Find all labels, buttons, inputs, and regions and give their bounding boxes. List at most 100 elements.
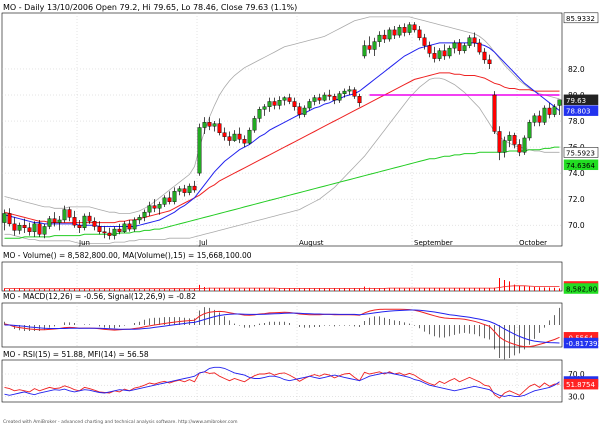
candle-body [162,197,167,205]
volume-value-label-box [563,283,599,294]
price-value-label-box [563,105,599,116]
candle-body [397,27,402,36]
candle-body [22,224,27,228]
rsi-panel-frame [1,359,563,403]
candle-body [487,59,492,64]
candle-body [182,188,187,193]
candle-body [7,213,12,225]
rsi-panel-title: MO - RSI(15) = 51.88, MFI(14) = 56.58 [3,350,149,359]
candle-body [412,24,417,31]
candle-body [417,29,422,38]
candle-body [232,133,237,141]
price-tick-label: 72.0 [568,195,585,204]
price-value-label: 79.63 [566,97,586,105]
candle-body [312,97,317,102]
candle-body [242,139,247,144]
price-tick-label: 78.0 [568,117,585,126]
candle-body [82,215,87,228]
candle-body [42,226,47,235]
candle-body [337,93,342,101]
candle-body [292,101,297,107]
candle-body [17,224,22,231]
ma-red-line [4,72,560,224]
candle-body [542,107,547,123]
candle-body [142,211,147,218]
candle-body [452,42,457,49]
candle-body [442,50,447,57]
candle-body [212,123,217,127]
macd-value-label: -0.817392 [566,340,600,348]
candle-body [427,45,432,54]
month-label: Jun [78,239,90,247]
candle-body [217,123,222,133]
price-tick-label: 82.0 [568,65,585,74]
candle-body [157,204,162,209]
price-value-label-box [563,12,599,24]
candle-body [322,94,327,101]
candle-body [97,226,102,232]
candle-body [382,34,387,40]
price-value-label: 75.5923 [566,149,595,157]
month-label: September [414,239,453,247]
footer-credit: Created with AmiBroker - advanced charti… [3,419,237,425]
candle-body [252,118,257,131]
rsi-value-label-box [563,378,599,390]
price-tick-label: 74.0 [568,169,585,178]
candle-body [207,122,212,127]
candle-body [272,101,277,106]
candle-body [447,47,452,57]
candle-body [127,223,132,230]
rsi-line [4,371,560,399]
candle-body [362,45,367,57]
candle-body [52,218,57,223]
candle-body [492,94,497,132]
ma-blue-line [4,42,560,227]
candle-body [457,42,462,51]
candle-body [552,106,557,115]
candle-body [467,37,472,46]
candle-body [547,107,552,115]
candle-body [477,42,482,53]
candle-body [497,131,502,153]
candle-body [392,29,397,36]
candle-body [57,219,62,223]
candle-body [307,101,312,109]
candle-body [172,191,177,202]
candle-body [502,140,507,153]
candle-body [87,215,92,222]
ma-green-line [4,146,560,239]
candle-body [282,97,287,101]
candle-body [352,89,357,97]
candle-body [227,136,232,141]
volume-value-label: 8,582,80 [566,286,597,294]
candle-body [147,205,152,213]
candle-body [372,41,377,50]
candle-body [77,224,82,228]
candle-body [202,122,207,128]
candle-body [297,106,302,115]
candle-body [132,219,137,230]
rsi-tick-label: 30.0 [568,392,585,401]
candle-body [27,227,32,232]
candle-body [422,37,427,46]
candle-body [522,137,527,153]
price-value-label-box [563,147,599,158]
mfi-line [4,366,560,397]
candle-body [437,50,442,59]
candle-body [472,37,477,44]
candle-body [187,185,192,193]
price-value-label: 85.9332 [566,15,595,23]
candle-body [47,218,52,227]
price-tick-label: 70.0 [568,221,585,230]
macd-panel-frame [1,302,563,348]
macd-value-label-box [563,337,599,349]
candle-body [37,223,42,235]
candle-body [342,90,347,94]
candle-body [557,99,562,106]
candle-body [402,27,407,33]
candle-body [332,96,337,101]
month-label: October [519,239,547,247]
candle-body [507,135,512,141]
